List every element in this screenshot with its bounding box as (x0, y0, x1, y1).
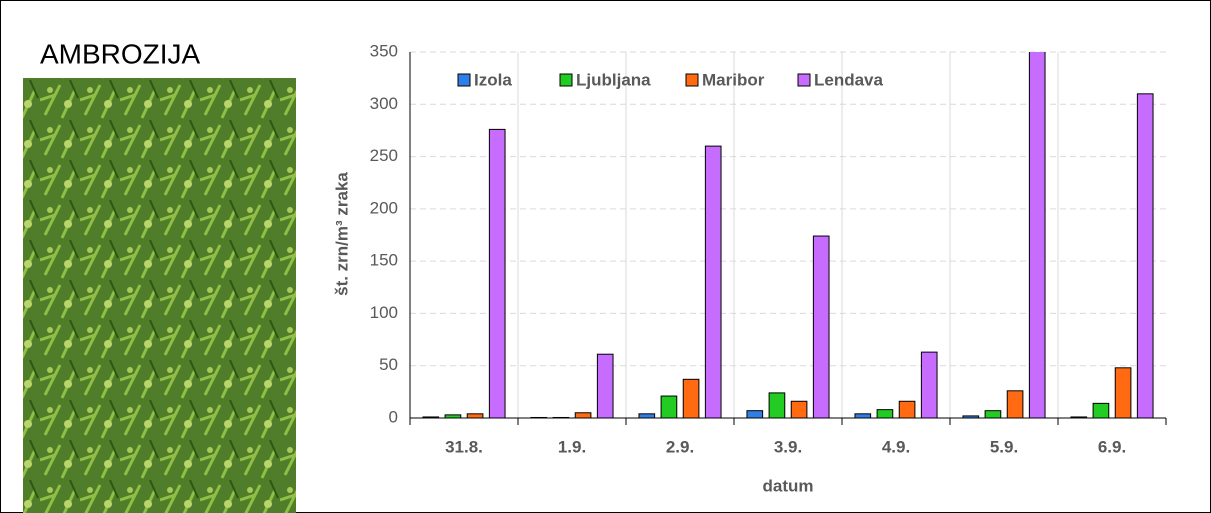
bar (1028, 52, 1046, 418)
legend-label: Maribor (702, 70, 765, 89)
legend-swatch (457, 73, 471, 87)
x-tick-label: 2.9. (666, 437, 694, 456)
y-tick-label: 150 (370, 251, 398, 270)
bar (920, 351, 938, 418)
y-tick-label: 250 (370, 146, 398, 165)
y-tick-label: 100 (370, 303, 398, 322)
plot (422, 52, 1154, 418)
y-tick-label: 200 (370, 198, 398, 217)
legend-swatch (797, 73, 811, 87)
bar (466, 413, 484, 418)
y-tick-label: 50 (379, 355, 398, 374)
x-tick-label: 6.9. (1098, 437, 1126, 456)
bar (790, 400, 808, 418)
bar (1136, 93, 1154, 418)
bar (876, 409, 894, 418)
bar (704, 145, 722, 418)
bar (488, 128, 506, 418)
bar (574, 412, 592, 418)
bar (984, 410, 1002, 418)
x-tick-label: 31.8. (445, 437, 483, 456)
legend-swatch (559, 73, 573, 87)
legend-swatch (685, 73, 699, 87)
y-axis-label: št. zrn/m³ zraka (332, 172, 351, 296)
x-tick-label: 5.9. (990, 437, 1018, 456)
bar (854, 413, 872, 418)
bar (682, 378, 700, 418)
x-tick-label: 4.9. (882, 437, 910, 456)
y-tick-label: 0 (389, 407, 398, 426)
bar (812, 235, 830, 418)
bar (1114, 367, 1132, 418)
x-tick-label: 1.9. (558, 437, 586, 456)
legend-label: Ljubljana (576, 70, 651, 89)
bar (1092, 402, 1110, 418)
bar (660, 395, 678, 418)
chart-title: AMBROZIJA (40, 38, 201, 69)
bar (638, 413, 656, 418)
bar (746, 410, 764, 418)
y-tick-label: 350 (370, 41, 398, 60)
photo (23, 78, 296, 513)
x-axis-label: datum (763, 476, 814, 495)
x-tick-label: 3.9. (774, 437, 802, 456)
bar (596, 353, 614, 418)
legend-label: Izola (474, 70, 512, 89)
bar (1006, 390, 1024, 418)
bar (768, 392, 786, 418)
bar (898, 400, 916, 418)
legend-label: Lendava (814, 70, 884, 89)
y-tick-label: 300 (370, 94, 398, 113)
